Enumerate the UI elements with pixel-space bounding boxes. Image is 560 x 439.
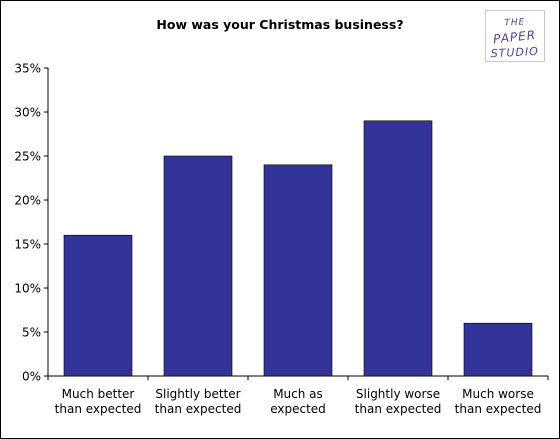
bar: [163, 155, 233, 377]
bar: [363, 120, 433, 377]
x-tick-label: than expected: [155, 402, 242, 416]
y-tick-label: 0%: [22, 370, 41, 384]
x-tick-label: than expected: [355, 402, 442, 416]
x-tick-label: Much better: [62, 387, 135, 401]
logo-text: PAPER: [492, 28, 536, 46]
y-tick-label: 15%: [14, 238, 41, 252]
x-tick-label: expected: [270, 402, 326, 416]
y-tick-label: 30%: [14, 106, 41, 120]
x-tick-label: Slightly better: [155, 387, 240, 401]
y-tick-label: 5%: [22, 326, 41, 340]
bar: [63, 234, 133, 377]
x-tick-label: Slightly worse: [356, 387, 440, 401]
logo-text: THE: [504, 17, 525, 28]
y-tick-label: 20%: [14, 194, 41, 208]
y-tick-label: 35%: [14, 62, 41, 76]
paper-studio-logo: THE PAPER STUDIO: [485, 10, 545, 62]
x-tick-label: than expected: [55, 402, 142, 416]
y-tick-label: 25%: [14, 150, 41, 164]
bar: [463, 322, 533, 377]
x-tick-label: than expected: [455, 402, 542, 416]
logo-text: STUDIO: [490, 45, 539, 61]
bar: [263, 164, 333, 377]
y-tick-label: 10%: [14, 282, 41, 296]
chart-title: How was your Christmas business?: [156, 17, 404, 32]
x-tick-label: Much worse: [462, 387, 534, 401]
x-tick-label: Much as: [273, 387, 323, 401]
